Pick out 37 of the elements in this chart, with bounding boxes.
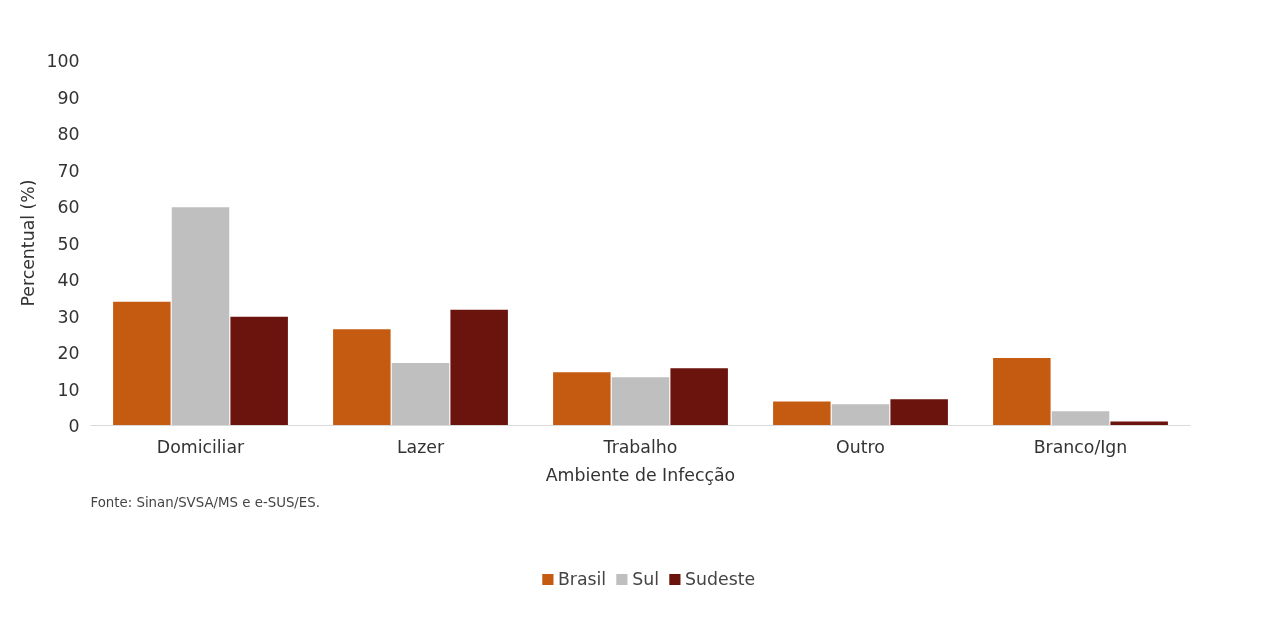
y-tick-label: 60 — [57, 197, 80, 217]
y-tick-label: 80 — [57, 124, 80, 144]
bar — [670, 368, 728, 426]
bar — [391, 363, 450, 426]
y-axis-title: Percentual (%) — [18, 179, 39, 307]
x-tick-label: Domiciliar — [156, 436, 246, 457]
x-tick-label: Lazer — [396, 436, 445, 457]
x-tick-label: Outro — [836, 436, 885, 457]
y-tick-label: 30 — [57, 306, 80, 327]
x-tick-label: Branco/Ign — [1033, 436, 1128, 457]
x-axis-title: Ambiente de Infecção — [545, 464, 736, 485]
bar — [450, 309, 508, 426]
bar — [890, 399, 948, 426]
y-tick-label: 100 — [46, 51, 80, 71]
y-tick-label: 20 — [57, 343, 80, 363]
y-tick-label: 10 — [57, 379, 80, 400]
y-tick-label: 50 — [57, 233, 80, 254]
bar — [1051, 411, 1110, 426]
bar — [1110, 421, 1168, 426]
y-tick-label: 70 — [57, 160, 80, 181]
bar — [611, 377, 670, 426]
y-tick-label: 90 — [57, 87, 80, 108]
bar — [230, 316, 288, 426]
y-tick-label: 40 — [57, 270, 80, 290]
bar — [113, 301, 171, 426]
legend-label: Sudeste — [684, 569, 756, 589]
source-note: Fonte: Sinan/SVSA/MS e e-SUS/ES. — [90, 494, 320, 510]
x-tick-label: Trabalho — [602, 436, 678, 457]
legend-label: Sul — [632, 569, 659, 589]
bar — [831, 404, 890, 426]
bar — [993, 357, 1051, 426]
y-tick-label: 0 — [68, 416, 80, 436]
bar — [553, 372, 611, 426]
bar — [773, 401, 831, 426]
legend-label: Brasil — [557, 569, 607, 589]
bar — [171, 207, 230, 426]
bar — [333, 329, 391, 426]
